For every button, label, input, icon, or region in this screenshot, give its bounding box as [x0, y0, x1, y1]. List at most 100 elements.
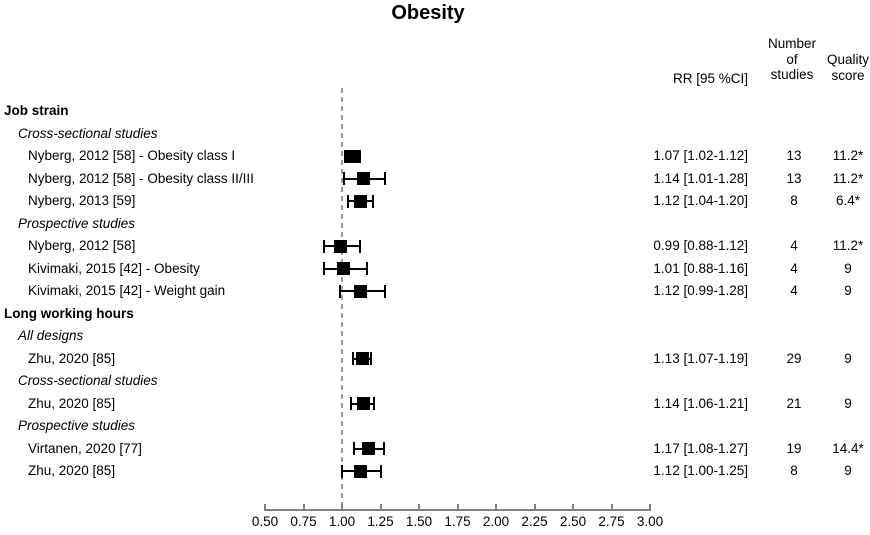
- row-label: Nyberg, 2012 [58] - Obesity class II/III: [28, 170, 254, 186]
- col-header-n-line2: of: [786, 51, 798, 67]
- ci-cap-right: [373, 397, 376, 410]
- col-header-quality-line1: Quality: [826, 52, 870, 67]
- row-label: Prospective studies: [18, 215, 136, 231]
- ci-cap-left: [344, 149, 347, 163]
- ci-cap-right: [365, 262, 368, 275]
- axis-tick-label: 2.75: [598, 514, 625, 529]
- row-label: Kivimaki, 2015 [42] - Weight gain: [28, 283, 226, 298]
- axis-tick: [495, 504, 497, 509]
- point-estimate-marker: [357, 397, 371, 410]
- rr-ci-value: 1.14 [1.06-1.21]: [653, 395, 748, 411]
- row-label: Zhu, 2020 [85]: [28, 350, 116, 366]
- rr-ci-value: 1.12 [1.04-1.20]: [653, 193, 748, 208]
- ci-cap-left: [339, 284, 342, 298]
- axis-tick-label: 1.50: [405, 514, 433, 529]
- axis-tick: [418, 504, 420, 509]
- row-label: Job strain: [4, 103, 69, 118]
- point-estimate-marker: [337, 262, 351, 275]
- ci-cap-left: [347, 194, 350, 208]
- axis-tick: [572, 504, 574, 509]
- ci-cap-left: [353, 442, 356, 455]
- point-estimate-marker: [355, 352, 369, 365]
- quality-score-value: 9: [844, 395, 852, 411]
- axis-tick-label: 1.00: [328, 514, 356, 529]
- rr-ci-value: 1.13 [1.07-1.19]: [653, 350, 748, 366]
- quality-score-value: 9: [844, 350, 852, 366]
- ci-cap-left: [322, 262, 325, 275]
- axis-tick: [341, 504, 343, 509]
- row-label: Nyberg, 2012 [58]: [28, 238, 136, 253]
- row-label: All designs: [18, 328, 84, 343]
- axis-tick-label: 1.25: [367, 514, 394, 529]
- n-studies-value: 13: [786, 170, 802, 186]
- n-studies-value: 4: [790, 283, 798, 298]
- quality-score-value: 6.4*: [835, 193, 861, 208]
- row-label: Zhu, 2020 [85]: [28, 463, 116, 478]
- col-header-quality: Quality score: [817, 52, 870, 83]
- axis-tick-label: 3.00: [636, 514, 664, 529]
- point-estimate-marker: [346, 149, 360, 163]
- n-studies-value: 8: [790, 193, 798, 208]
- ci-cap-right: [359, 149, 362, 163]
- row-label: Cross-sectional studies: [18, 125, 158, 141]
- n-studies-value: 21: [786, 395, 802, 411]
- point-estimate-marker: [353, 284, 367, 298]
- row-label: Nyberg, 2013 [59]: [28, 193, 136, 208]
- point-estimate-marker: [333, 239, 347, 253]
- n-studies-value: 13: [786, 148, 802, 163]
- axis-tick: [302, 504, 305, 509]
- ci-cap-right: [359, 239, 362, 253]
- point-estimate-marker: [353, 464, 367, 478]
- ci-cap-right: [370, 352, 373, 365]
- col-header-n-studies: Number of studies: [761, 36, 823, 83]
- n-studies-value: 8: [790, 463, 798, 478]
- n-studies-value: 29: [786, 350, 802, 366]
- col-header-quality-line2: score: [831, 67, 865, 83]
- ci-cap-left: [322, 239, 325, 253]
- point-estimate-marker: [361, 442, 375, 455]
- axis-tick-label: 2.50: [559, 514, 587, 529]
- row-label: Long working hours: [4, 305, 134, 321]
- axis-tick: [379, 504, 382, 509]
- axis-tick: [264, 504, 266, 509]
- row-label: Kivimaki, 2015 [42] - Obesity: [28, 260, 200, 276]
- ci-cap-right: [384, 172, 387, 185]
- axis-tick-label: 2.25: [521, 514, 548, 529]
- ci-cap-left: [341, 464, 343, 478]
- ci-cap-left: [351, 352, 354, 365]
- rr-ci-value: 1.12 [1.00-1.25]: [653, 463, 748, 478]
- col-header-n-line3: studies: [770, 67, 814, 82]
- point-estimate-marker: [357, 172, 371, 185]
- ci-cap-right: [371, 194, 374, 208]
- reference-line: [341, 88, 343, 511]
- axis-tick-label: 1.75: [444, 514, 471, 529]
- quality-score-value: 11.2*: [832, 170, 864, 186]
- x-axis-line: [264, 509, 651, 511]
- chart-title: Obesity: [391, 2, 465, 24]
- axis-tick: [610, 504, 613, 509]
- rr-ci-value: 1.07 [1.02-1.12]: [653, 148, 748, 163]
- col-header-n-line1: Number: [767, 36, 816, 51]
- n-studies-value: 19: [786, 440, 802, 456]
- rr-ci-value: 0.99 [0.88-1.12]: [653, 238, 748, 253]
- quality-score-value: 11.2*: [832, 238, 864, 253]
- axis-tick-label: 0.50: [251, 514, 279, 529]
- axis-tick: [456, 504, 459, 509]
- ci-cap-right: [382, 442, 385, 455]
- row-label: Virtanen, 2020 [77]: [28, 440, 142, 456]
- quality-score-value: 11.2*: [832, 148, 864, 163]
- axis-tick: [533, 504, 536, 509]
- axis-tick: [649, 504, 651, 509]
- rr-ci-value: 1.12 [0.99-1.28]: [653, 283, 748, 298]
- ci-cap-left: [350, 397, 353, 410]
- ci-cap-right: [384, 284, 387, 298]
- rr-ci-value: 1.17 [1.08-1.27]: [653, 440, 748, 456]
- axis-tick-label: 0.75: [290, 514, 317, 529]
- col-header-rr: RR [95 %CI]: [673, 71, 748, 87]
- row-label: Prospective studies: [18, 418, 136, 433]
- quality-score-value: 9: [844, 260, 852, 276]
- n-studies-value: 4: [790, 238, 798, 253]
- quality-score-value: 9: [844, 463, 852, 478]
- rr-ci-value: 1.01 [0.88-1.16]: [653, 260, 748, 276]
